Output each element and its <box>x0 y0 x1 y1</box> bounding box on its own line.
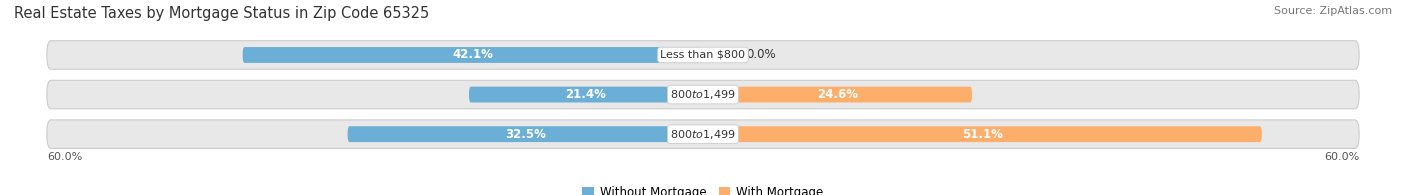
Text: $800 to $1,499: $800 to $1,499 <box>671 128 735 141</box>
FancyBboxPatch shape <box>243 47 703 63</box>
Text: $800 to $1,499: $800 to $1,499 <box>671 88 735 101</box>
FancyBboxPatch shape <box>347 126 703 142</box>
Text: Less than $800: Less than $800 <box>661 50 745 60</box>
Text: 60.0%: 60.0% <box>1324 152 1360 162</box>
FancyBboxPatch shape <box>470 87 703 103</box>
Text: 21.4%: 21.4% <box>565 88 606 101</box>
Text: 60.0%: 60.0% <box>46 152 82 162</box>
Text: 0.0%: 0.0% <box>747 49 776 61</box>
Text: Real Estate Taxes by Mortgage Status in Zip Code 65325: Real Estate Taxes by Mortgage Status in … <box>14 6 429 21</box>
FancyBboxPatch shape <box>46 120 1360 148</box>
FancyBboxPatch shape <box>703 126 1261 142</box>
Text: Source: ZipAtlas.com: Source: ZipAtlas.com <box>1274 6 1392 16</box>
Legend: Without Mortgage, With Mortgage: Without Mortgage, With Mortgage <box>578 181 828 195</box>
FancyBboxPatch shape <box>703 87 972 103</box>
Text: 42.1%: 42.1% <box>453 49 494 61</box>
FancyBboxPatch shape <box>46 41 1360 69</box>
Text: 51.1%: 51.1% <box>962 128 1002 141</box>
Text: 24.6%: 24.6% <box>817 88 858 101</box>
FancyBboxPatch shape <box>46 80 1360 109</box>
Text: 32.5%: 32.5% <box>505 128 546 141</box>
